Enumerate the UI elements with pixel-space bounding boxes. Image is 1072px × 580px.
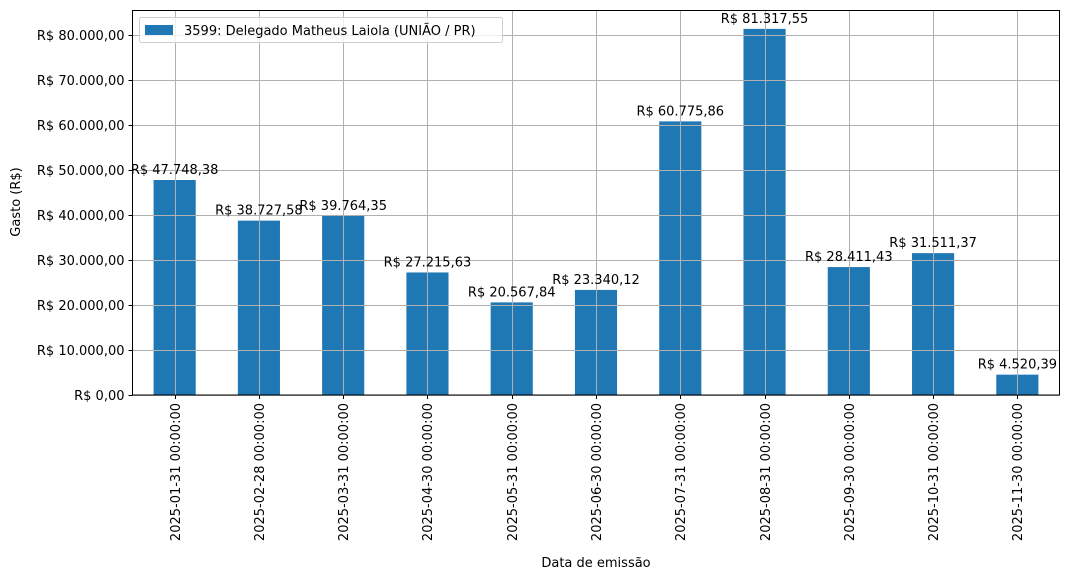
bar-value-label: R$ 27.215,63 (384, 255, 472, 270)
bar (827, 267, 870, 395)
x-tick-label: 2025-05-31 00:00:00 (506, 403, 521, 541)
bar-value-label: R$ 47.748,38 (131, 163, 219, 178)
x-tick-label: 2025-10-31 00:00:00 (927, 403, 942, 541)
y-tick-label: R$ 10.000,00 (37, 344, 125, 359)
y-tick-label: R$ 20.000,00 (37, 299, 125, 314)
x-tick-label: 2025-03-31 00:00:00 (337, 403, 352, 541)
y-axis-title: Gasto (R$) (9, 167, 24, 236)
bar-value-label: R$ 39.764,35 (299, 199, 387, 214)
legend-swatch (145, 25, 173, 35)
bar (153, 180, 196, 395)
y-tick-label: R$ 70.000,00 (37, 74, 125, 89)
x-tick-label: 2025-08-31 00:00:00 (759, 403, 774, 541)
x-axis-title: Data de emissão (541, 556, 650, 571)
y-tick-label: R$ 60.000,00 (37, 119, 125, 134)
bar (743, 28, 786, 396)
x-axis-ticks: 2025-01-31 00:00:00 2025-02-28 00:00:00 20… (169, 395, 1026, 541)
bar-value-label: R$ 60.775,86 (636, 104, 724, 119)
y-tick-label: R$ 50.000,00 (37, 164, 125, 179)
legend-label: 3599: Delegado Matheus Laiola (UNIÃO / P… (184, 23, 476, 39)
y-axis-ticks: R$ 0,00 R$ 10.000,00 R$ 20.000,00 R$ 30.000… (37, 29, 133, 404)
bars (153, 28, 1039, 396)
bar-value-label: R$ 38.727,58 (215, 204, 303, 219)
x-tick-label: 2025-02-28 00:00:00 (253, 403, 268, 541)
legend-box (139, 17, 503, 43)
bar-value-label: R$ 28.411,43 (805, 250, 893, 265)
bar (490, 302, 533, 395)
y-tick-label: R$ 0,00 (74, 389, 124, 404)
bar (237, 220, 280, 395)
legend: 3599: Delegado Matheus Laiola (UNIÃO / P… (139, 17, 503, 43)
y-tick-label: R$ 30.000,00 (37, 254, 125, 269)
x-tick-label: 2025-01-31 00:00:00 (169, 403, 184, 541)
x-tick-label: 2025-11-30 00:00:00 (1011, 403, 1026, 541)
x-tick-label: 2025-09-30 00:00:00 (843, 403, 858, 541)
y-tick-label: R$ 80.000,00 (37, 29, 125, 44)
bar-value-labels: R$ 47.748,38 R$ 38.727,58R$ 39.764,35 R$ 2… (131, 12, 1057, 373)
y-tick-label: R$ 40.000,00 (37, 209, 125, 224)
bar-value-label: R$ 23.340,12 (552, 273, 640, 288)
bar-value-label: R$ 81.317,55 (721, 12, 809, 27)
bar-value-label: R$ 4.520,39 (978, 358, 1057, 373)
x-tick-label: 2025-04-30 00:00:00 (421, 403, 436, 541)
bar-value-label: R$ 31.511,37 (889, 236, 977, 251)
x-tick-label: 2025-06-30 00:00:00 (590, 403, 605, 541)
bar-value-label: R$ 20.567,84 (468, 285, 556, 300)
x-tick-label: 2025-07-31 00:00:00 (674, 403, 689, 541)
